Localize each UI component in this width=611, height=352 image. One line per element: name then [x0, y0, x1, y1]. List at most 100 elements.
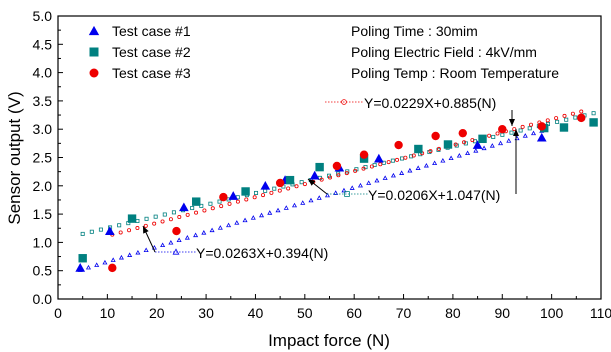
- fit-marker: [171, 210, 176, 215]
- fit-marker: [456, 153, 462, 158]
- annotation-marker: [341, 99, 347, 105]
- fit-marker: [252, 195, 257, 200]
- fit-marker: [415, 165, 421, 170]
- data-point: [75, 263, 86, 272]
- fit-marker: [531, 130, 537, 136]
- fit-marker: [349, 185, 355, 190]
- fit-marker: [399, 170, 405, 175]
- fit-marker: [453, 142, 458, 147]
- fit-marker: [369, 164, 374, 169]
- fit-marker: [201, 230, 207, 235]
- fit-marker: [227, 201, 232, 206]
- condition-text: Poling Electric Field : 4kV/mm: [351, 44, 537, 60]
- fit-marker: [491, 134, 496, 139]
- fit-marker: [554, 116, 559, 121]
- fit-marker: [378, 162, 383, 167]
- fit-marker: [94, 262, 100, 267]
- fit-marker: [522, 133, 528, 138]
- fit-marker: [162, 212, 167, 217]
- fit-marker: [487, 133, 492, 138]
- fit-marker: [190, 206, 195, 211]
- legend-symbol: [89, 47, 99, 57]
- x-tick-label: 40: [248, 305, 264, 321]
- legend-label: Test case #3: [112, 65, 191, 81]
- fit-marker: [341, 187, 347, 193]
- fit-marker: [465, 150, 471, 156]
- x-tick-label: 90: [494, 305, 510, 321]
- fit-equation-label: Y=0.0229X+0.885(N): [364, 95, 496, 111]
- data-point: [431, 131, 440, 141]
- fit-marker: [520, 124, 525, 129]
- fit-marker: [250, 215, 256, 220]
- data-point: [260, 180, 271, 190]
- fit-marker: [353, 168, 358, 173]
- data-point: [285, 175, 295, 185]
- data-point: [498, 125, 507, 134]
- x-tick-label: 50: [297, 305, 313, 321]
- x-tick-label: 60: [346, 305, 362, 321]
- fit-marker: [579, 109, 584, 114]
- fit-marker: [85, 264, 91, 270]
- x-axis-label: Impact force (N): [268, 331, 390, 350]
- fit-marker: [328, 175, 333, 180]
- fit-marker: [473, 148, 479, 153]
- fit-marker: [512, 127, 517, 132]
- fit-marker: [144, 216, 149, 221]
- fit-marker: [299, 180, 304, 185]
- y-tick-label: 0.5: [33, 263, 53, 279]
- fit-marker: [336, 171, 341, 176]
- fit-marker: [570, 111, 575, 116]
- annotation-arrowhead: [513, 129, 519, 136]
- fit-marker: [242, 217, 248, 223]
- data-point: [332, 161, 342, 171]
- data-point: [78, 254, 87, 263]
- data-point: [172, 226, 181, 236]
- data-point: [219, 192, 228, 202]
- fit-marker: [235, 199, 240, 204]
- fit-marker: [562, 113, 567, 118]
- fit-marker: [135, 249, 141, 255]
- x-tick-label: 0: [54, 305, 62, 321]
- fit-marker: [219, 204, 224, 209]
- fit-marker: [127, 252, 133, 257]
- fit-marker: [153, 214, 158, 219]
- fit-marker: [308, 197, 314, 203]
- fit-marker: [400, 156, 405, 161]
- y-axis-label: Sensor output (V): [5, 91, 24, 224]
- fit-marker: [381, 160, 386, 165]
- fit-marker: [160, 242, 166, 248]
- fit-marker: [529, 122, 534, 127]
- y-tick-label: 3.0: [33, 121, 53, 137]
- data-point: [478, 134, 487, 144]
- fit-marker: [110, 257, 116, 262]
- fit-marker: [395, 157, 400, 162]
- poling-conditions: Poling Time : 30mim Poling Electric Field…: [351, 23, 559, 81]
- fit-marker: [462, 140, 467, 145]
- fit-marker: [259, 212, 265, 218]
- fit-marker: [518, 128, 523, 133]
- annotation-arrowhead: [308, 179, 316, 186]
- fit-marker: [428, 149, 433, 154]
- fit-marker: [210, 206, 215, 211]
- fit-marker: [440, 157, 446, 163]
- fit-marker: [564, 117, 569, 122]
- fit-marker: [448, 155, 454, 161]
- fit-marker: [275, 207, 281, 213]
- fit-marker: [217, 199, 222, 204]
- fit-marker: [407, 167, 413, 173]
- fit-marker: [423, 162, 429, 168]
- fit-marker: [199, 203, 204, 208]
- data-point: [309, 170, 320, 180]
- fit-marker: [269, 190, 274, 195]
- fit-marker: [151, 244, 157, 250]
- y-tick-label: 0.0: [33, 291, 53, 307]
- fit-marker: [168, 217, 173, 222]
- fit-marker: [555, 119, 560, 124]
- fit-marker: [177, 215, 182, 220]
- fit-marker: [319, 177, 324, 182]
- fit-marker: [291, 202, 298, 208]
- fit-marker: [382, 175, 388, 180]
- condition-text: Poling Time : 30mim: [351, 23, 478, 39]
- legend-symbol: [88, 25, 100, 36]
